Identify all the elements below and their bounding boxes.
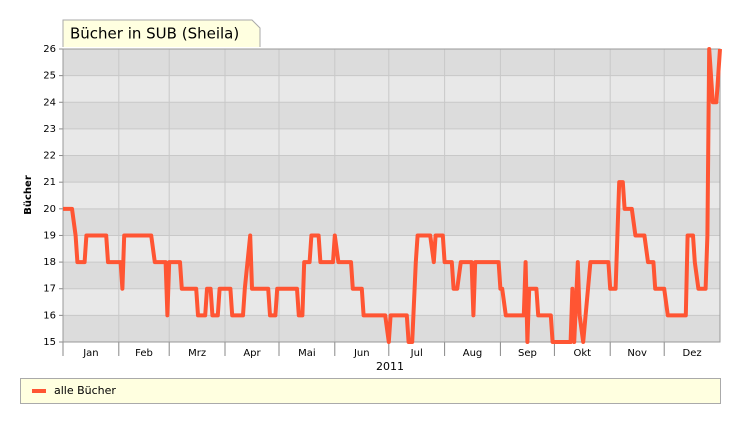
x-tick-label: Dez	[683, 348, 702, 359]
y-tick-label: 23	[43, 124, 56, 135]
x-tick-label: Aug	[463, 348, 483, 359]
legend-label: alle Bücher	[54, 384, 116, 397]
grid-band	[63, 208, 720, 236]
x-tick-label: Apr	[243, 348, 261, 359]
y-tick-label: 25	[43, 71, 56, 82]
plot-area	[63, 49, 720, 342]
x-axis-label: 2011	[376, 360, 404, 373]
grid-band	[63, 155, 720, 183]
x-tick-label: Nov	[627, 348, 647, 359]
y-tick-label: 19	[43, 230, 56, 241]
grid-band	[63, 102, 720, 129]
y-tick-label: 21	[43, 177, 56, 188]
x-tick-label: Jan	[82, 348, 98, 359]
x-tick-label: Mai	[298, 348, 316, 359]
plot-border	[62, 48, 721, 343]
x-tick-label: Jun	[353, 348, 370, 359]
title-tab	[62, 19, 261, 47]
chart-title: Bücher in SUB (Sheila)	[70, 25, 239, 43]
x-tick-label: Sep	[518, 348, 537, 359]
y-tick-label: 22	[43, 151, 56, 162]
grid-band	[63, 49, 720, 76]
x-tick-label: Mrz	[188, 348, 206, 359]
data-line	[63, 47, 722, 344]
y-axis-label: Bücher	[23, 175, 34, 215]
y-tick-label: 16	[43, 310, 56, 321]
y-tick-label: 18	[43, 257, 56, 268]
legend	[20, 378, 721, 404]
x-tick-label: Jul	[410, 348, 423, 359]
y-tick-label: 15	[43, 337, 56, 348]
y-tick-label: 26	[43, 44, 56, 55]
grid-band	[63, 262, 720, 289]
y-tick-label: 20	[43, 204, 56, 215]
x-tick-label: Feb	[135, 348, 153, 359]
x-tick-label: Okt	[574, 348, 592, 359]
y-tick-label: 17	[43, 284, 56, 295]
y-tick-label: 24	[43, 97, 56, 108]
